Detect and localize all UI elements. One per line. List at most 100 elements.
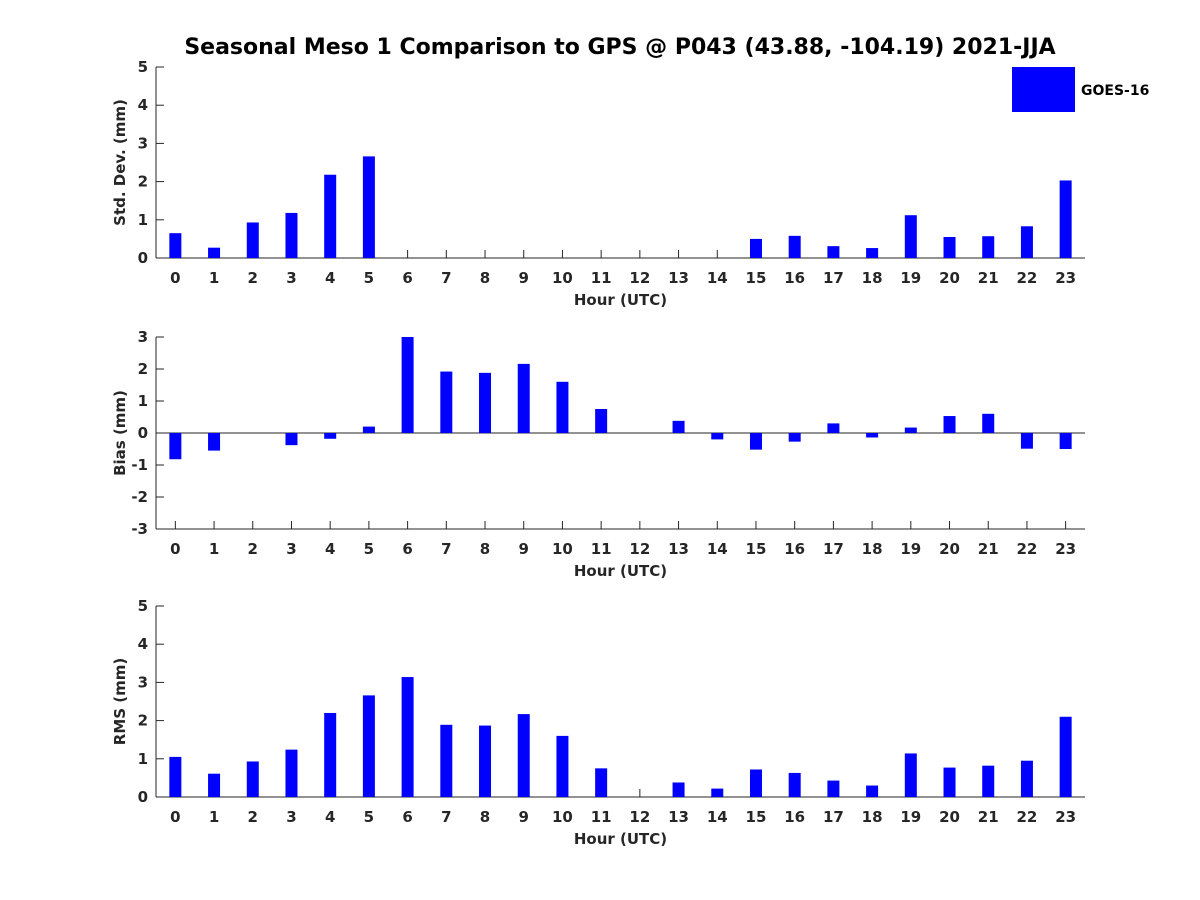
rms-x-tick-label: 11 xyxy=(591,808,612,826)
std-dev-x-tick-label: 0 xyxy=(170,269,180,287)
std-dev-x-tick-label: 6 xyxy=(402,269,412,287)
rms-bar-hour-2 xyxy=(246,761,259,797)
bias-bar-hour-3 xyxy=(285,433,298,446)
std-dev-x-tick-label: 22 xyxy=(1017,269,1038,287)
std-dev-x-tick-label: 1 xyxy=(209,269,219,287)
rms-bar-hour-0 xyxy=(169,756,182,797)
bias-bar-hour-9 xyxy=(517,363,530,433)
legend-label-goes16: GOES-16 xyxy=(1081,83,1149,99)
bias-bar-hour-11 xyxy=(595,409,608,433)
bias-bar-hour-6 xyxy=(401,337,414,433)
rms-x-tick-label: 23 xyxy=(1055,808,1076,826)
bias-x-tick-label: 11 xyxy=(591,540,612,558)
rms-bar-hour-11 xyxy=(595,768,608,797)
bias-x-tick-label: 0 xyxy=(170,540,180,558)
rms-y-tick-label: 0 xyxy=(138,788,148,806)
rms-x-tick-label: 10 xyxy=(552,808,573,826)
bias-x-tick-label: 7 xyxy=(441,540,451,558)
rms-x-tick-label: 21 xyxy=(978,808,999,826)
bias-x-tick-label: 22 xyxy=(1017,540,1038,558)
std-dev-x-tick-label: 14 xyxy=(707,269,728,287)
std-dev-bar-hour-2 xyxy=(246,222,259,258)
rms-bar-hour-14 xyxy=(711,788,724,797)
rms-bar-hour-9 xyxy=(517,714,530,797)
rms-x-tick-label: 14 xyxy=(707,808,728,826)
rms-bar-hour-7 xyxy=(440,724,453,797)
bias-y-tick-label: 2 xyxy=(138,360,148,378)
bias-bar-hour-20 xyxy=(943,416,956,433)
bias-y-tick-label: -1 xyxy=(131,456,148,474)
bias-bar-hour-14 xyxy=(711,433,724,440)
rms-x-tick-label: 1 xyxy=(209,808,219,826)
std-dev-bar-hour-15 xyxy=(749,238,762,258)
bias-x-tick-label: 19 xyxy=(900,540,921,558)
bias-bar-hour-17 xyxy=(827,423,840,433)
rms-x-tick-label: 4 xyxy=(325,808,335,826)
bias-y-tick-label: -2 xyxy=(131,488,148,506)
bias-bar-hour-22 xyxy=(1020,433,1033,449)
rms-bar-hour-17 xyxy=(827,780,840,797)
rms-bar-hour-22 xyxy=(1020,760,1033,797)
std-dev-x-tick-label: 11 xyxy=(591,269,612,287)
rms-bar-hour-4 xyxy=(324,712,337,797)
rms-x-tick-label: 0 xyxy=(170,808,180,826)
rms-bar-hour-19 xyxy=(904,753,917,797)
rms-bar-hour-5 xyxy=(362,695,375,797)
std-dev-bar-hour-23 xyxy=(1059,180,1072,258)
bias-x-tick-label: 15 xyxy=(746,540,767,558)
bias-x-tick-label: 10 xyxy=(552,540,573,558)
rms-x-tick-label: 20 xyxy=(939,808,960,826)
std-dev-y-tick-label: 3 xyxy=(138,134,148,152)
bias-x-tick-label: 20 xyxy=(939,540,960,558)
std-dev-x-tick-label: 17 xyxy=(823,269,844,287)
bias-bar-hour-8 xyxy=(479,372,492,433)
bias-x-tick-label: 18 xyxy=(862,540,883,558)
std-dev-x-tick-label: 7 xyxy=(441,269,451,287)
rms-y-tick-label: 2 xyxy=(138,712,148,730)
bias-bar-hour-4 xyxy=(324,433,337,439)
std-dev-bar-hour-22 xyxy=(1020,226,1033,258)
bias-bar-hour-23 xyxy=(1059,433,1072,449)
rms-x-tick-label: 3 xyxy=(286,808,296,826)
rms-bar-hour-6 xyxy=(401,677,414,797)
rms-x-tick-label: 16 xyxy=(784,808,805,826)
std-dev-bar-hour-19 xyxy=(904,215,917,258)
legend-swatch-goes16 xyxy=(1012,67,1075,112)
std-dev-x-tick-label: 9 xyxy=(519,269,529,287)
bias-x-tick-label: 1 xyxy=(209,540,219,558)
bias-x-tick-label: 2 xyxy=(248,540,258,558)
bias-bar-hour-13 xyxy=(672,420,685,433)
bias-x-tick-label: 13 xyxy=(668,540,689,558)
std-dev-bar-hour-3 xyxy=(285,212,298,258)
rms-bar-hour-18 xyxy=(866,785,879,797)
std-dev-x-tick-label: 4 xyxy=(325,269,335,287)
std-dev-bar-hour-5 xyxy=(362,156,375,258)
bias-x-tick-label: 3 xyxy=(286,540,296,558)
std-dev-x-tick-label: 15 xyxy=(746,269,767,287)
bias-x-axis-label: Hour (UTC) xyxy=(574,562,667,580)
rms-y-axis-label: RMS (mm) xyxy=(111,658,129,745)
rms-bar-hour-16 xyxy=(788,772,801,797)
rms-y-tick-label: 1 xyxy=(138,750,148,768)
rms-x-tick-label: 7 xyxy=(441,808,451,826)
std-dev-y-tick-label: 4 xyxy=(138,96,148,114)
rms-x-tick-label: 5 xyxy=(364,808,374,826)
std-dev-x-tick-label: 13 xyxy=(668,269,689,287)
bias-y-tick-label: 3 xyxy=(138,328,148,346)
std-dev-bar-hour-4 xyxy=(324,174,337,258)
rms-x-tick-label: 13 xyxy=(668,808,689,826)
rms-x-tick-label: 15 xyxy=(746,808,767,826)
std-dev-bar-hour-1 xyxy=(208,247,221,258)
rms-y-tick-label: 4 xyxy=(138,635,148,653)
bias-x-tick-label: 9 xyxy=(519,540,529,558)
bias-bar-hour-18 xyxy=(866,433,879,438)
bias-bar-hour-5 xyxy=(362,426,375,433)
bias-x-tick-label: 5 xyxy=(364,540,374,558)
rms-bar-hour-13 xyxy=(672,782,685,797)
std-dev-x-tick-label: 12 xyxy=(629,269,650,287)
std-dev-bar-hour-17 xyxy=(827,246,840,258)
bias-bar-hour-10 xyxy=(556,381,569,433)
rms-x-tick-label: 12 xyxy=(629,808,650,826)
